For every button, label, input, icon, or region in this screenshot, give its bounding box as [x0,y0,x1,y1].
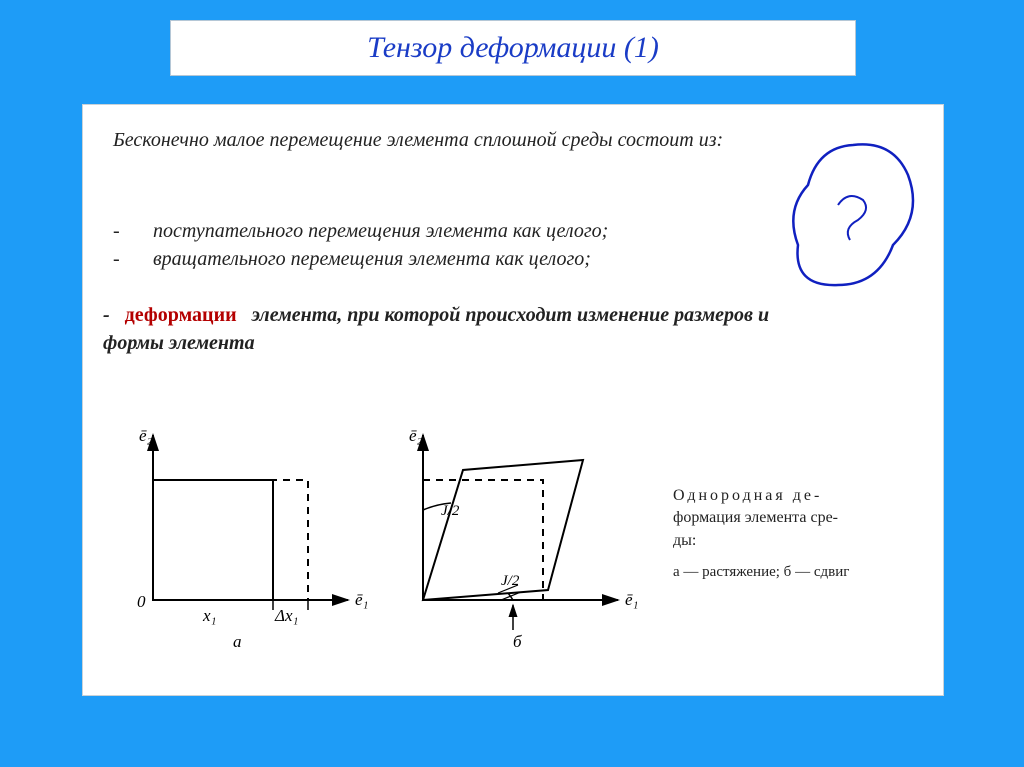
diagram-b-shear: ē₁ ē₂ J/2 J/2 б [383,425,643,655]
caption-sub: а — растяжение; б — сдвиг [673,562,923,583]
x-axis-label: ē₁ [355,590,368,609]
dx1-label: Δx₁ [274,606,298,625]
bullet-list: -поступательного перемещения элемента ка… [113,217,753,273]
y-axis-label-b: ē₂ [409,426,423,445]
origin-label: 0 [137,592,146,611]
diagram-a-stretch: 0 ē₁ ē₂ x₁ Δx₁ а [113,425,373,655]
diagram-caption: Однородная де- формация элемента сре- ды… [673,485,923,583]
x1-label: x₁ [202,606,216,625]
caption-line: ды: [673,530,923,552]
bullet-text: вращательного перемещения элемента как ц… [153,248,591,270]
angle-top-label: J/2 [441,503,460,519]
bullet-item: -поступательного перемещения элемента ка… [113,217,753,245]
caption-line: формация элемента сре- [673,507,923,529]
dash: - [103,304,110,326]
diagram-a-label: а [233,632,242,651]
content-panel: Бесконечно малое перемещение элемента сп… [82,104,944,696]
y-axis-label: ē₂ [139,426,153,445]
bullet-item: -вращательного перемещения элемента как … [113,245,753,273]
intro-text: Бесконечно малое перемещение элемента сп… [113,127,733,154]
handwritten-annotation-icon [783,135,923,295]
diagram-b-label: б [513,632,522,651]
caption-line: Однородная де- [673,487,822,504]
slide-title-bar: Тензор деформации (1) [170,20,856,76]
angle-bottom-label: J/2 [501,573,520,589]
x-axis-label-b: ē₁ [625,590,638,609]
slide-title: Тензор деформации (1) [367,31,659,65]
bullet-text: поступательного перемещения элемента как… [153,220,608,242]
deformation-red: деформации [125,304,237,326]
deformation-line: - деформации элемента, при которой проис… [103,301,803,357]
